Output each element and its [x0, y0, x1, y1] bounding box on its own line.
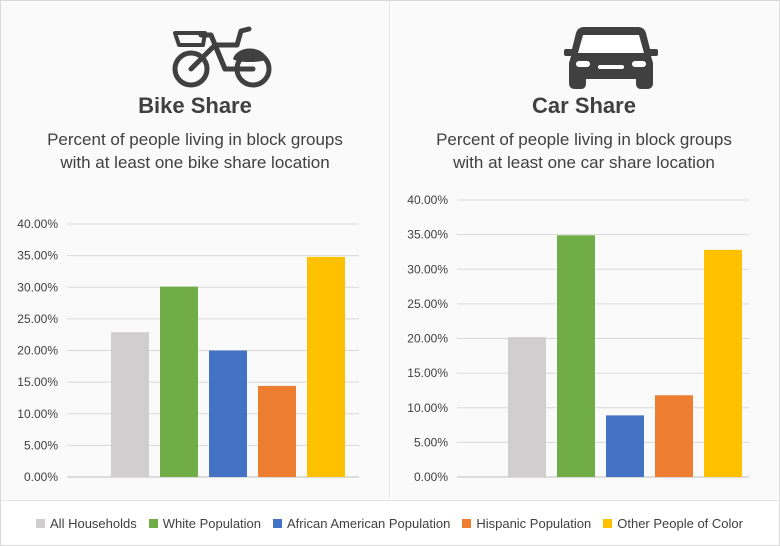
y-tick-label: 35.00% [17, 249, 58, 263]
car-share-subtitle: Percent of people living in block groups… [391, 128, 777, 174]
legend-swatch [148, 518, 158, 528]
legend-swatch [462, 518, 472, 528]
chart-legend: All Households White Population African Am… [1, 500, 778, 545]
legend-item: African American Population [273, 516, 450, 531]
y-tick-label: 35.00% [407, 228, 448, 242]
y-tick-label: 25.00% [407, 297, 448, 311]
legend-label: Hispanic Population [476, 515, 592, 531]
car-share-subtitle-line-2: with at least one car share location [453, 153, 715, 172]
y-tick-label: 15.00% [407, 366, 448, 380]
car-share-title: Car Share [532, 93, 636, 118]
y-tick-label: 30.00% [17, 280, 58, 294]
y-tick-label: 40.00% [17, 217, 58, 231]
car-share-panel: Car Share Percent of people living in bl… [391, 1, 777, 499]
y-tick-label: 15.00% [17, 375, 58, 389]
bar-white-population [557, 235, 595, 477]
bar-other-people-of-color [704, 249, 742, 477]
bike-share-chart: 0.00% 5.00% 10.00% 15.00% 20.00% 25.00% 30.00%… [17, 217, 359, 484]
y-tick-label: 20.00% [407, 332, 448, 346]
y-tick-label: 5.00% [24, 438, 58, 452]
bar-hispanic-population [258, 385, 296, 477]
bike-share-title: Bike Share [138, 93, 252, 118]
bar-other-people-of-color [307, 256, 345, 477]
y-tick-label: 40.00% [407, 193, 448, 207]
bar-all-households [111, 332, 149, 477]
y-tick-label: 25.00% [17, 312, 58, 326]
legend-swatch [36, 518, 46, 528]
y-tick-label: 30.00% [407, 262, 448, 276]
bar-hispanic-population [655, 395, 693, 477]
car-share-subtitle-line-1: Percent of people living in block groups [436, 130, 732, 149]
y-tick-label: 0.00% [414, 470, 448, 484]
legend-item: White Population [148, 515, 262, 531]
legend-label: African American Population [287, 515, 451, 531]
legend-label: White Population [162, 515, 262, 531]
bike-share-panel: Bike Share Percent of people living in b… [1, 1, 390, 499]
car-icon [564, 27, 658, 89]
y-tick-label: 10.00% [407, 401, 448, 415]
y-tick-label: 0.00% [24, 470, 58, 484]
legend-label: All Households [50, 515, 137, 531]
legend-item: Hispanic Population [462, 516, 591, 531]
y-tick-label: 20.00% [17, 344, 58, 358]
bar-african-american-population [209, 350, 247, 477]
bicycle-icon [172, 26, 272, 88]
y-tick-label: 5.00% [414, 435, 448, 449]
legend-label: Other People of Color [617, 515, 743, 531]
legend-swatch [603, 518, 613, 528]
bar-african-american-population [606, 415, 644, 477]
bike-share-subtitle-line-1: Percent of people living in block groups [47, 130, 343, 149]
bar-white-population [160, 286, 198, 477]
car-share-chart: 0.00% 5.00% 10.00% 15.00% 20.00% 25.00% 30.00%… [407, 193, 749, 484]
bike-share-subtitle: Percent of people living in block groups… [1, 128, 389, 174]
legend-item: Other People of Color [603, 516, 743, 531]
bike-share-subtitle-line-2: with at least one bike share location [60, 153, 330, 172]
y-tick-label: 10.00% [17, 407, 58, 421]
bar-all-households [508, 337, 546, 477]
legend-item: All Households [36, 516, 137, 531]
legend-swatch [273, 518, 283, 528]
